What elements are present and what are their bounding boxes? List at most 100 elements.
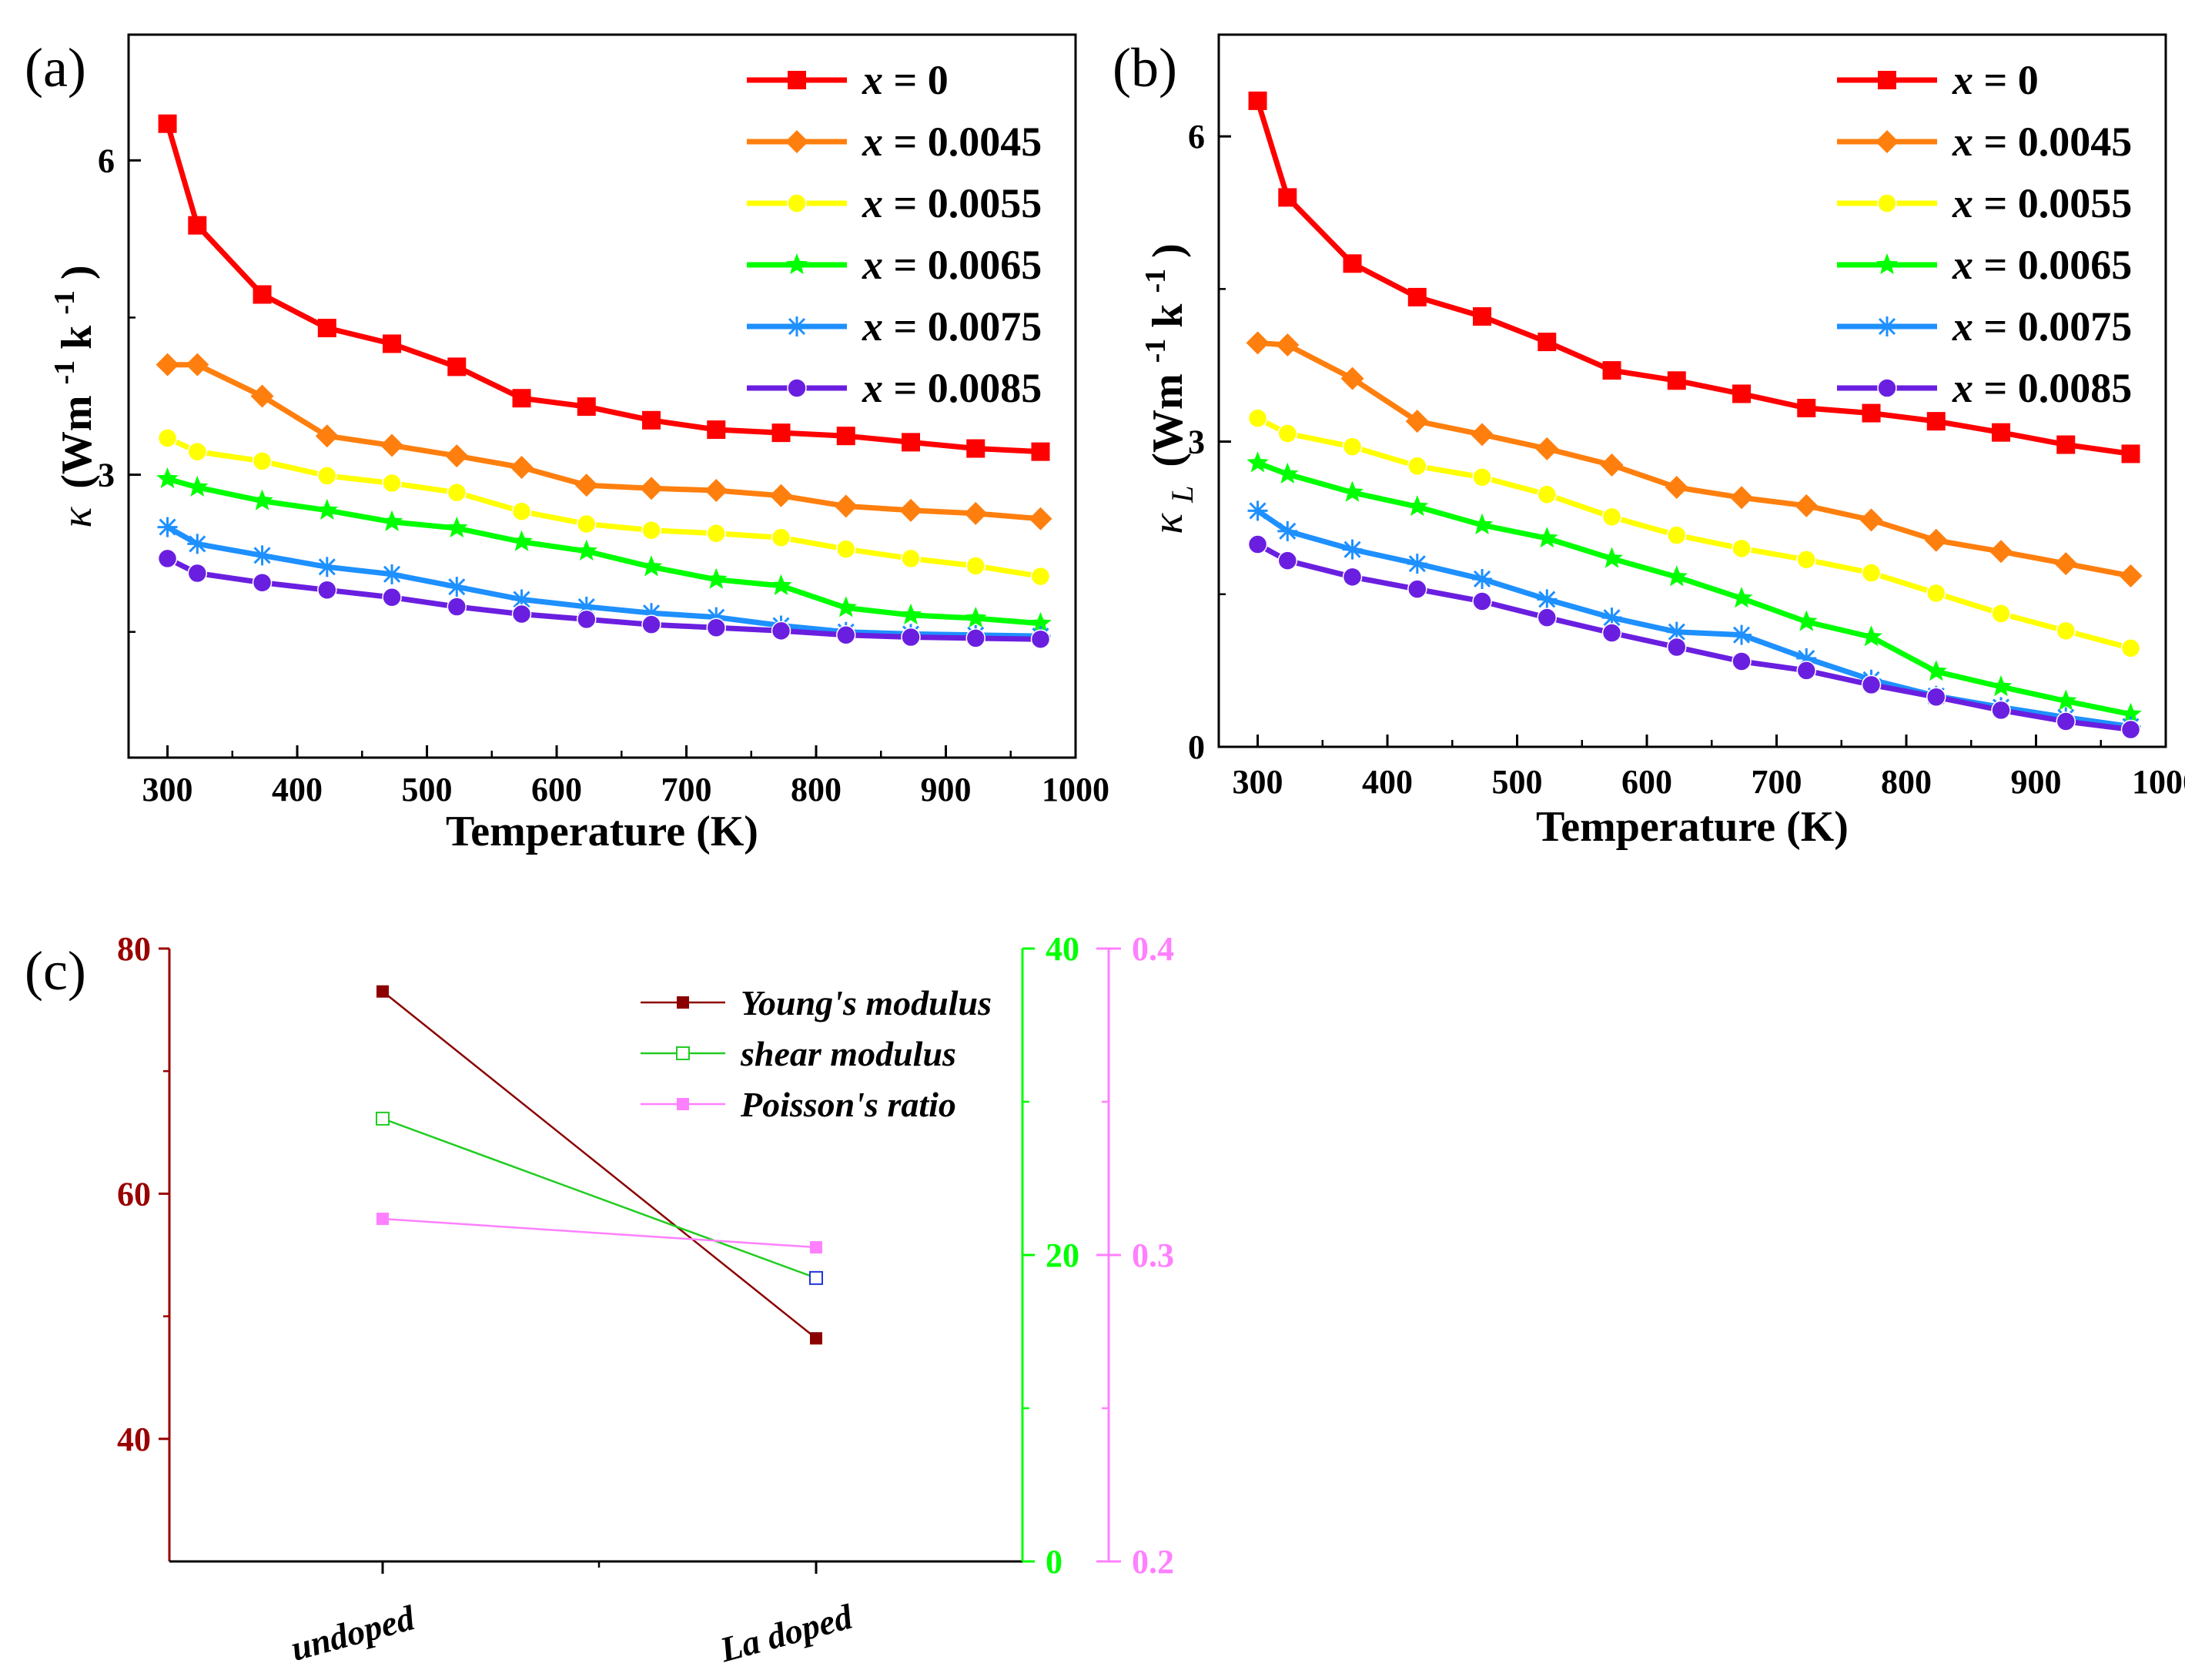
data-point bbox=[1602, 361, 1621, 380]
panel-b-ticks: 300 400 500 600 700 800 900 1000 0 3 6 bbox=[1188, 118, 2185, 801]
c-legend-marker bbox=[676, 1046, 690, 1060]
data-point bbox=[1796, 550, 1817, 570]
legend-label: x = 0.0085 bbox=[862, 365, 1042, 411]
panel-a-ylabel-unit: (Wm bbox=[53, 395, 101, 488]
data-point bbox=[1276, 333, 1300, 357]
data-point bbox=[577, 514, 597, 534]
data-point bbox=[834, 494, 858, 518]
c-legend-marker bbox=[677, 1098, 689, 1110]
series-line-4 bbox=[1256, 460, 2132, 718]
x-tick-label: 300 bbox=[142, 771, 193, 808]
panel-b-ylabel-sup1: -1 bbox=[1139, 339, 1172, 363]
data-point bbox=[1343, 254, 1362, 273]
legend-label: x = 0.0065 bbox=[862, 242, 1042, 288]
panel-a-ylabel-sup1: -1 bbox=[49, 360, 81, 385]
c-legend-label: Poisson's ratio bbox=[740, 1085, 956, 1124]
data-point bbox=[577, 609, 597, 630]
data-point bbox=[1029, 611, 1052, 633]
data-point bbox=[447, 577, 467, 597]
right1-y-tick-label: 40 bbox=[1046, 930, 1079, 968]
data-point bbox=[1730, 587, 1753, 608]
data-point bbox=[901, 627, 921, 648]
legend-label: x = 0.0075 bbox=[1952, 303, 2132, 350]
legend-marker bbox=[1878, 71, 1896, 89]
data-point bbox=[964, 501, 988, 525]
data-point bbox=[1989, 540, 2013, 564]
data-point bbox=[1247, 534, 1268, 554]
data-point bbox=[447, 597, 467, 617]
panel-c-axes: 40 60 80 undoped La doped 0 20 40 0.2 0.3 0.4 bbox=[117, 930, 1174, 1670]
left-y-tick-label: 60 bbox=[117, 1175, 151, 1213]
c-legend-label: Young's modulus bbox=[741, 983, 992, 1022]
data-point bbox=[447, 357, 467, 376]
panel-a-frame bbox=[127, 33, 1077, 759]
data-point bbox=[317, 319, 336, 338]
data-point bbox=[1278, 188, 1297, 207]
data-point bbox=[315, 424, 339, 448]
data-point bbox=[1925, 660, 1947, 681]
x-category-label: undoped bbox=[286, 1598, 419, 1668]
series-line-6 bbox=[166, 556, 1041, 642]
data-point bbox=[965, 607, 987, 628]
legend-marker bbox=[787, 378, 807, 398]
y-tick-label: 3 bbox=[98, 457, 115, 494]
data-point bbox=[2120, 719, 2141, 740]
panel-b-frame bbox=[1217, 33, 2167, 748]
panel-a-ylabel-kappa: κ bbox=[53, 507, 101, 528]
data-point bbox=[641, 603, 662, 624]
panel-c-label: (c) bbox=[25, 940, 86, 1002]
data-point bbox=[1536, 527, 1558, 548]
data-point bbox=[1926, 412, 1946, 431]
data-point bbox=[156, 467, 179, 489]
data-point bbox=[511, 501, 532, 521]
data-point bbox=[252, 545, 273, 566]
data-point bbox=[1861, 674, 1882, 695]
data-point bbox=[447, 482, 467, 503]
data-point bbox=[1277, 520, 1298, 541]
data-point bbox=[1277, 423, 1298, 443]
data-point bbox=[1537, 589, 1558, 610]
panel-b: (b) 3004005006007008009001000036 x = 0x … bbox=[1113, 33, 2185, 851]
x-tick-label: 800 bbox=[1881, 763, 1932, 801]
data-point bbox=[1472, 467, 1492, 487]
data-point bbox=[1472, 591, 1492, 611]
panel-b-ylabel: κ L (Wm -1 k -1 ) bbox=[1127, 243, 1203, 534]
legend-label: x = 0.0085 bbox=[1952, 365, 2132, 411]
data-point bbox=[316, 498, 339, 520]
data-point bbox=[2120, 638, 2141, 658]
data-point bbox=[577, 397, 596, 417]
data-point bbox=[706, 524, 727, 544]
data-point bbox=[2056, 711, 2076, 731]
data-point bbox=[2055, 689, 2077, 711]
data-point bbox=[1732, 624, 1752, 645]
data-point bbox=[511, 589, 532, 610]
data-point bbox=[1601, 607, 1622, 628]
c-data-point bbox=[376, 1111, 390, 1126]
data-point bbox=[1730, 486, 1754, 510]
data-point bbox=[1030, 566, 1051, 587]
panel-a-label: (a) bbox=[25, 37, 86, 99]
data-point bbox=[1732, 651, 1752, 671]
right2-y-tick-label: 0.2 bbox=[1132, 1543, 1174, 1581]
data-point bbox=[1601, 507, 1622, 527]
data-point bbox=[1277, 551, 1298, 571]
data-point bbox=[1926, 583, 1946, 604]
data-point bbox=[1029, 507, 1052, 530]
data-point bbox=[157, 428, 178, 448]
data-point bbox=[251, 489, 273, 510]
data-point bbox=[1248, 91, 1267, 110]
data-point bbox=[187, 534, 208, 554]
data-point bbox=[966, 439, 985, 458]
data-point bbox=[1991, 700, 2011, 721]
data-point bbox=[771, 423, 791, 443]
panel-c-legend: Young's modulus shear modulus Poisson's ra… bbox=[641, 983, 992, 1124]
x-tick-label: 300 bbox=[1233, 763, 1283, 801]
x-tick-label: 400 bbox=[272, 771, 323, 808]
data-point bbox=[1860, 625, 1882, 647]
c-data-point bbox=[376, 1213, 389, 1226]
data-point bbox=[1861, 563, 1882, 583]
data-point bbox=[157, 517, 178, 537]
data-point bbox=[1407, 579, 1427, 599]
c-data-point bbox=[376, 985, 389, 998]
